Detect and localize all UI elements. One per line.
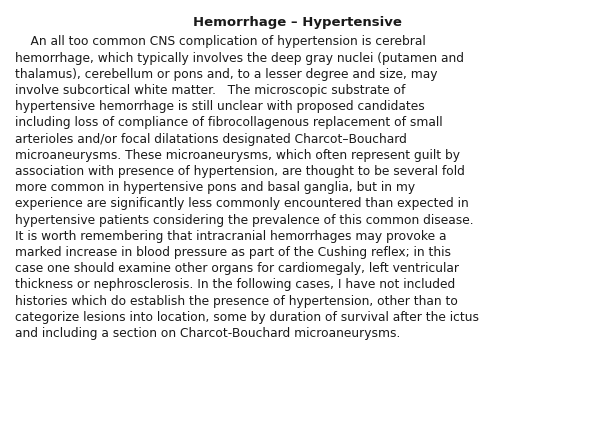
Text: Hemorrhage – Hypertensive: Hemorrhage – Hypertensive (193, 16, 402, 29)
Text: An all too common CNS complication of hypertension is cerebral
hemorrhage, which: An all too common CNS complication of hy… (15, 35, 479, 339)
